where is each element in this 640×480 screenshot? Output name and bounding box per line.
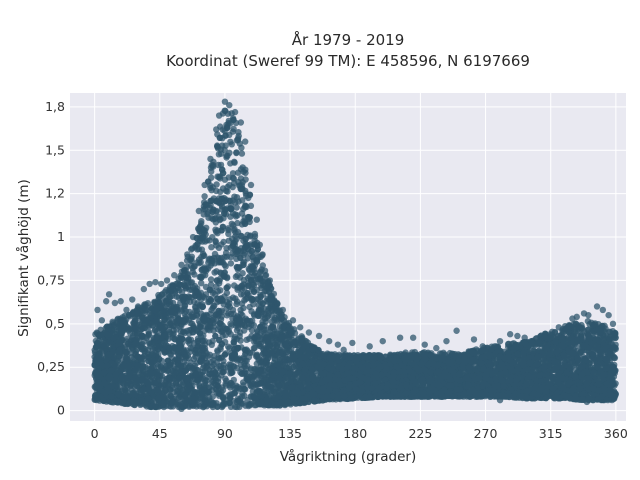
data-point xyxy=(208,244,215,251)
data-point xyxy=(238,150,246,157)
data-point xyxy=(242,176,249,183)
data-point xyxy=(230,376,237,384)
data-point xyxy=(187,319,194,327)
data-point xyxy=(212,238,219,246)
data-point xyxy=(201,252,208,259)
data-point xyxy=(229,128,237,135)
data-point xyxy=(227,213,234,220)
data-points xyxy=(91,98,619,413)
data-point xyxy=(246,303,253,311)
data-point xyxy=(247,202,255,209)
data-point xyxy=(584,318,592,325)
data-point xyxy=(229,170,237,177)
data-point xyxy=(224,152,231,159)
data-point xyxy=(242,169,249,177)
data-point xyxy=(233,300,240,308)
data-point xyxy=(227,138,234,145)
data-point xyxy=(223,289,231,297)
data-point xyxy=(198,280,205,287)
data-point xyxy=(125,326,132,333)
data-point xyxy=(240,354,247,361)
data-point xyxy=(230,175,237,182)
data-point xyxy=(207,358,215,366)
